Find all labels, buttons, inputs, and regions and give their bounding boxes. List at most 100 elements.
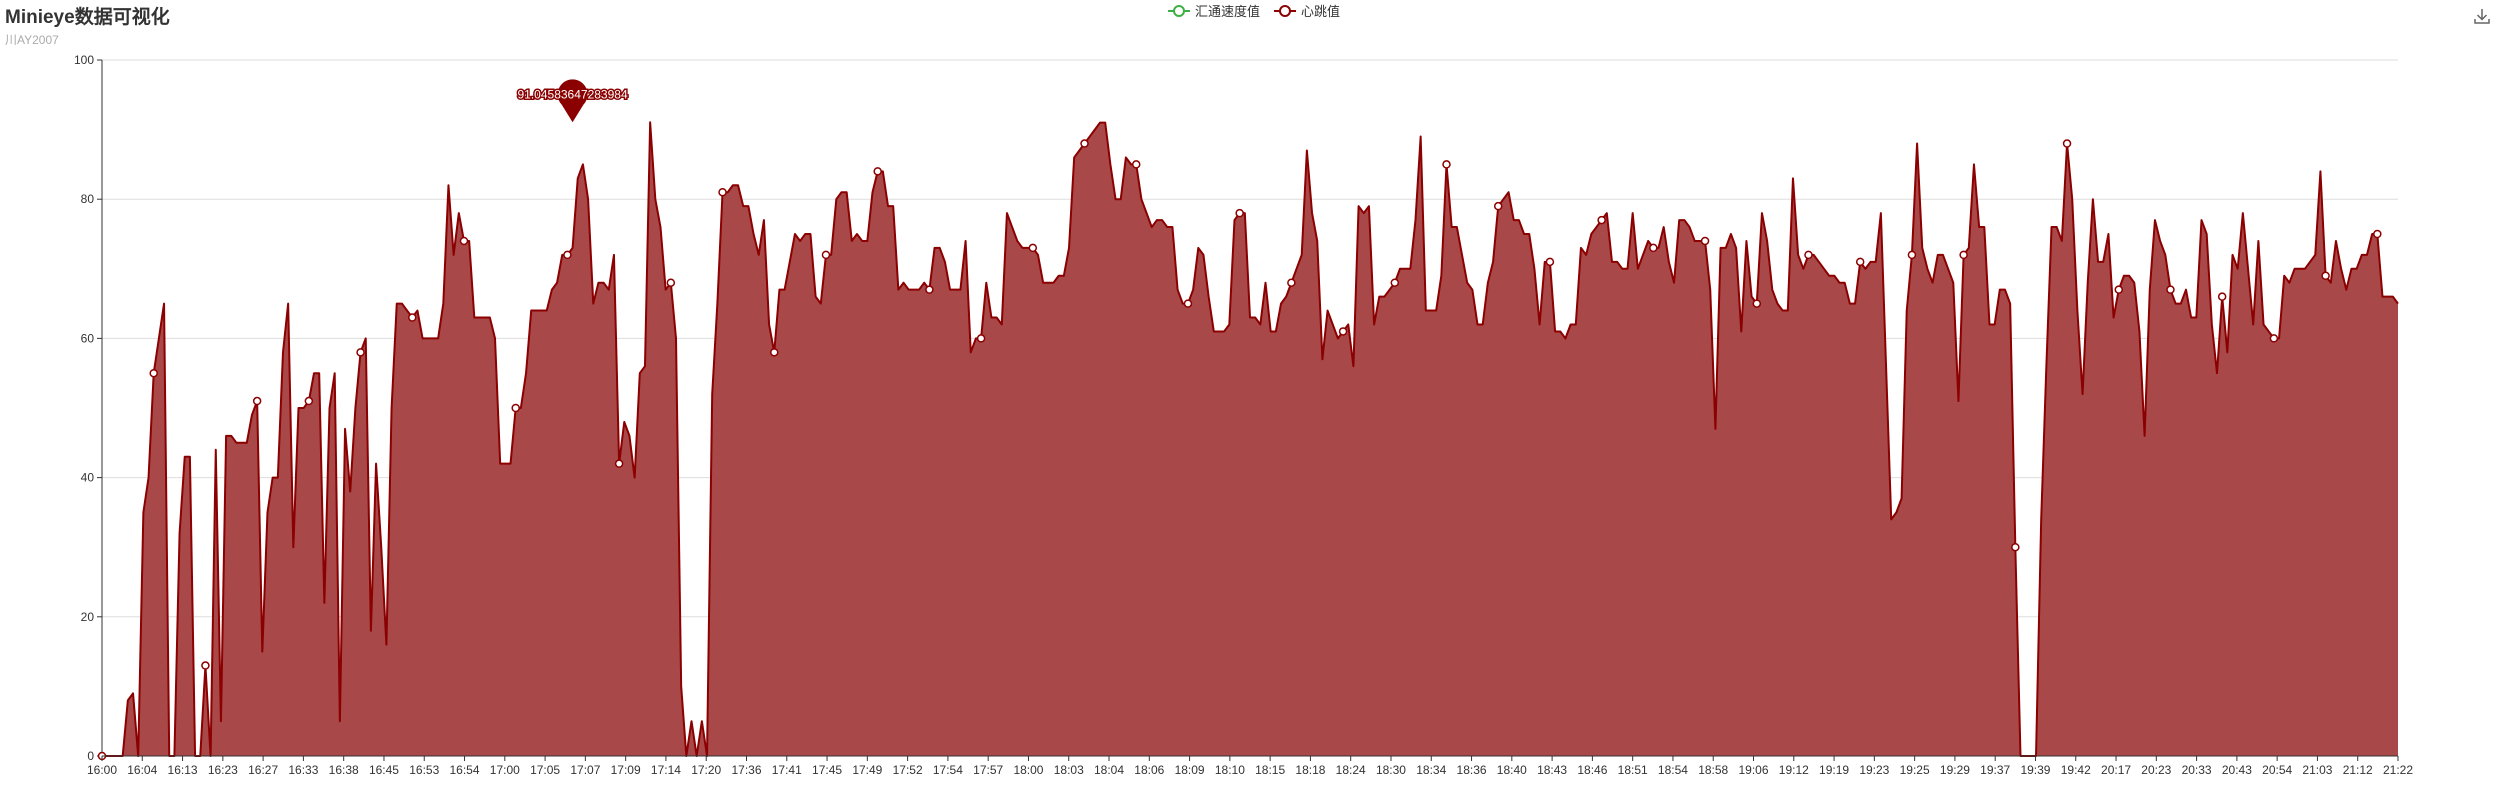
data-point[interactable]	[1235, 208, 1244, 218]
data-point[interactable]	[1649, 243, 1658, 253]
data-point[interactable]	[1700, 236, 1710, 246]
data-point[interactable]	[1959, 250, 1968, 260]
page-subtitle: 川AY2007	[5, 33, 59, 47]
x-tick-label: 18:24	[1336, 763, 1366, 777]
x-tick-label: 17:09	[611, 763, 641, 777]
x-tick-label: 20:33	[2182, 763, 2212, 777]
x-tick-label: 17:49	[852, 763, 882, 777]
x-tick-label: 19:25	[1900, 763, 1930, 777]
x-tick-label: 21:22	[2383, 763, 2413, 777]
data-point[interactable]	[1080, 139, 1089, 148]
x-tick-label: 17:07	[570, 763, 600, 777]
data-point[interactable]	[563, 250, 572, 260]
x-tick-label: 17:36	[731, 763, 761, 777]
data-point[interactable]	[2373, 229, 2382, 239]
data-point[interactable]	[149, 368, 158, 378]
legend-item-heartbeat[interactable]: 心跳值	[1274, 1, 1340, 20]
x-tick-label: 16:23	[208, 763, 238, 777]
x-tick-label: 18:09	[1175, 763, 1205, 777]
data-point[interactable]	[2011, 542, 2020, 552]
data-point[interactable]	[304, 396, 314, 406]
x-tick-label: 16:45	[369, 763, 399, 777]
x-tick-label: 16:38	[329, 763, 359, 777]
data-point[interactable]	[821, 250, 831, 260]
y-tick-label: 20	[81, 610, 95, 624]
data-point[interactable]	[1338, 327, 1348, 336]
x-tick-label: 19:29	[1940, 763, 1970, 777]
x-tick-label: 17:05	[530, 763, 560, 777]
data-point[interactable]	[718, 187, 727, 197]
data-point[interactable]	[201, 661, 210, 670]
data-point[interactable]	[459, 236, 469, 246]
y-tick-label: 100	[74, 53, 94, 67]
legend-line-circle-icon	[1274, 4, 1297, 17]
download-button[interactable]	[2473, 7, 2491, 30]
y-tick-label: 0	[87, 749, 94, 763]
x-tick-label: 20:23	[2141, 763, 2171, 777]
x-tick-label: 19:23	[1859, 763, 1889, 777]
legend-label-heartbeat: 心跳值	[1301, 4, 1341, 19]
x-tick-label: 17:54	[933, 763, 963, 777]
data-point[interactable]	[1131, 160, 1141, 169]
x-tick-label: 18:43	[1537, 763, 1567, 777]
x-tick-label: 20:54	[2262, 763, 2292, 777]
data-point[interactable]	[1597, 215, 1606, 225]
x-tick-label: 16:54	[450, 763, 480, 777]
data-point[interactable]	[1442, 160, 1451, 169]
x-tick-label: 16:53	[409, 763, 439, 777]
x-tick-label: 18:30	[1376, 763, 1406, 777]
x-tick-label: 19:39	[2020, 763, 2050, 777]
x-tick-label: 17:14	[651, 763, 681, 777]
data-point[interactable]	[252, 396, 262, 406]
data-point[interactable]	[1493, 201, 1503, 211]
data-point[interactable]	[770, 348, 779, 357]
x-tick-label: 16:04	[127, 763, 157, 777]
data-point[interactable]	[1390, 278, 1400, 287]
data-point[interactable]	[408, 313, 417, 322]
x-tick-label: 18:03	[1054, 763, 1084, 777]
page-title: Minieye数据可视化	[5, 7, 170, 28]
data-point[interactable]	[976, 334, 986, 343]
data-point[interactable]	[873, 167, 882, 176]
data-point[interactable]	[666, 278, 676, 287]
data-point[interactable]	[2166, 285, 2175, 294]
download-icon	[2474, 9, 2490, 24]
data-point[interactable]	[925, 285, 934, 294]
data-point[interactable]	[614, 459, 624, 468]
data-point[interactable]	[2269, 334, 2279, 343]
x-tick-label: 18:00	[1013, 763, 1043, 777]
max-pin-icon[interactable]	[557, 79, 588, 123]
x-tick-label: 18:51	[1618, 763, 1648, 777]
x-tick-label: 17:41	[772, 763, 802, 777]
x-tick-label: 17:52	[893, 763, 923, 777]
x-tick-label: 19:42	[2061, 763, 2091, 777]
x-tick-label: 19:19	[1819, 763, 1849, 777]
data-point[interactable]	[2062, 139, 2072, 148]
x-tick-label: 17:20	[691, 763, 721, 777]
x-tick-label: 21:03	[2302, 763, 2332, 777]
x-tick-label: 20:43	[2222, 763, 2252, 777]
legend-line-circle-icon	[1168, 4, 1190, 17]
data-point[interactable]	[2321, 271, 2330, 281]
data-point[interactable]	[1855, 257, 1865, 267]
heartbeat-area	[102, 122, 2398, 757]
data-point[interactable]	[2114, 285, 2124, 294]
legend-item-speed[interactable]: 汇通速度值	[1168, 1, 1260, 20]
data-point[interactable]	[1545, 257, 1555, 267]
x-tick-label: 21:12	[2343, 763, 2373, 777]
x-tick-label: 18:15	[1255, 763, 1285, 777]
data-point[interactable]	[356, 348, 365, 357]
data-point[interactable]	[1752, 299, 1762, 308]
data-point[interactable]	[2217, 292, 2227, 301]
data-point[interactable]	[1907, 250, 1917, 260]
x-tick-label: 18:40	[1497, 763, 1527, 777]
y-axis: 0 20 40 60 80 100	[74, 53, 103, 763]
data-point[interactable]	[1287, 278, 1296, 287]
data-point[interactable]	[1183, 299, 1193, 308]
data-point[interactable]	[1028, 243, 1038, 253]
data-point[interactable]	[1804, 250, 1813, 260]
series-points	[97, 139, 2382, 761]
data-point[interactable]	[511, 403, 520, 413]
x-tick-label: 18:54	[1658, 763, 1688, 777]
